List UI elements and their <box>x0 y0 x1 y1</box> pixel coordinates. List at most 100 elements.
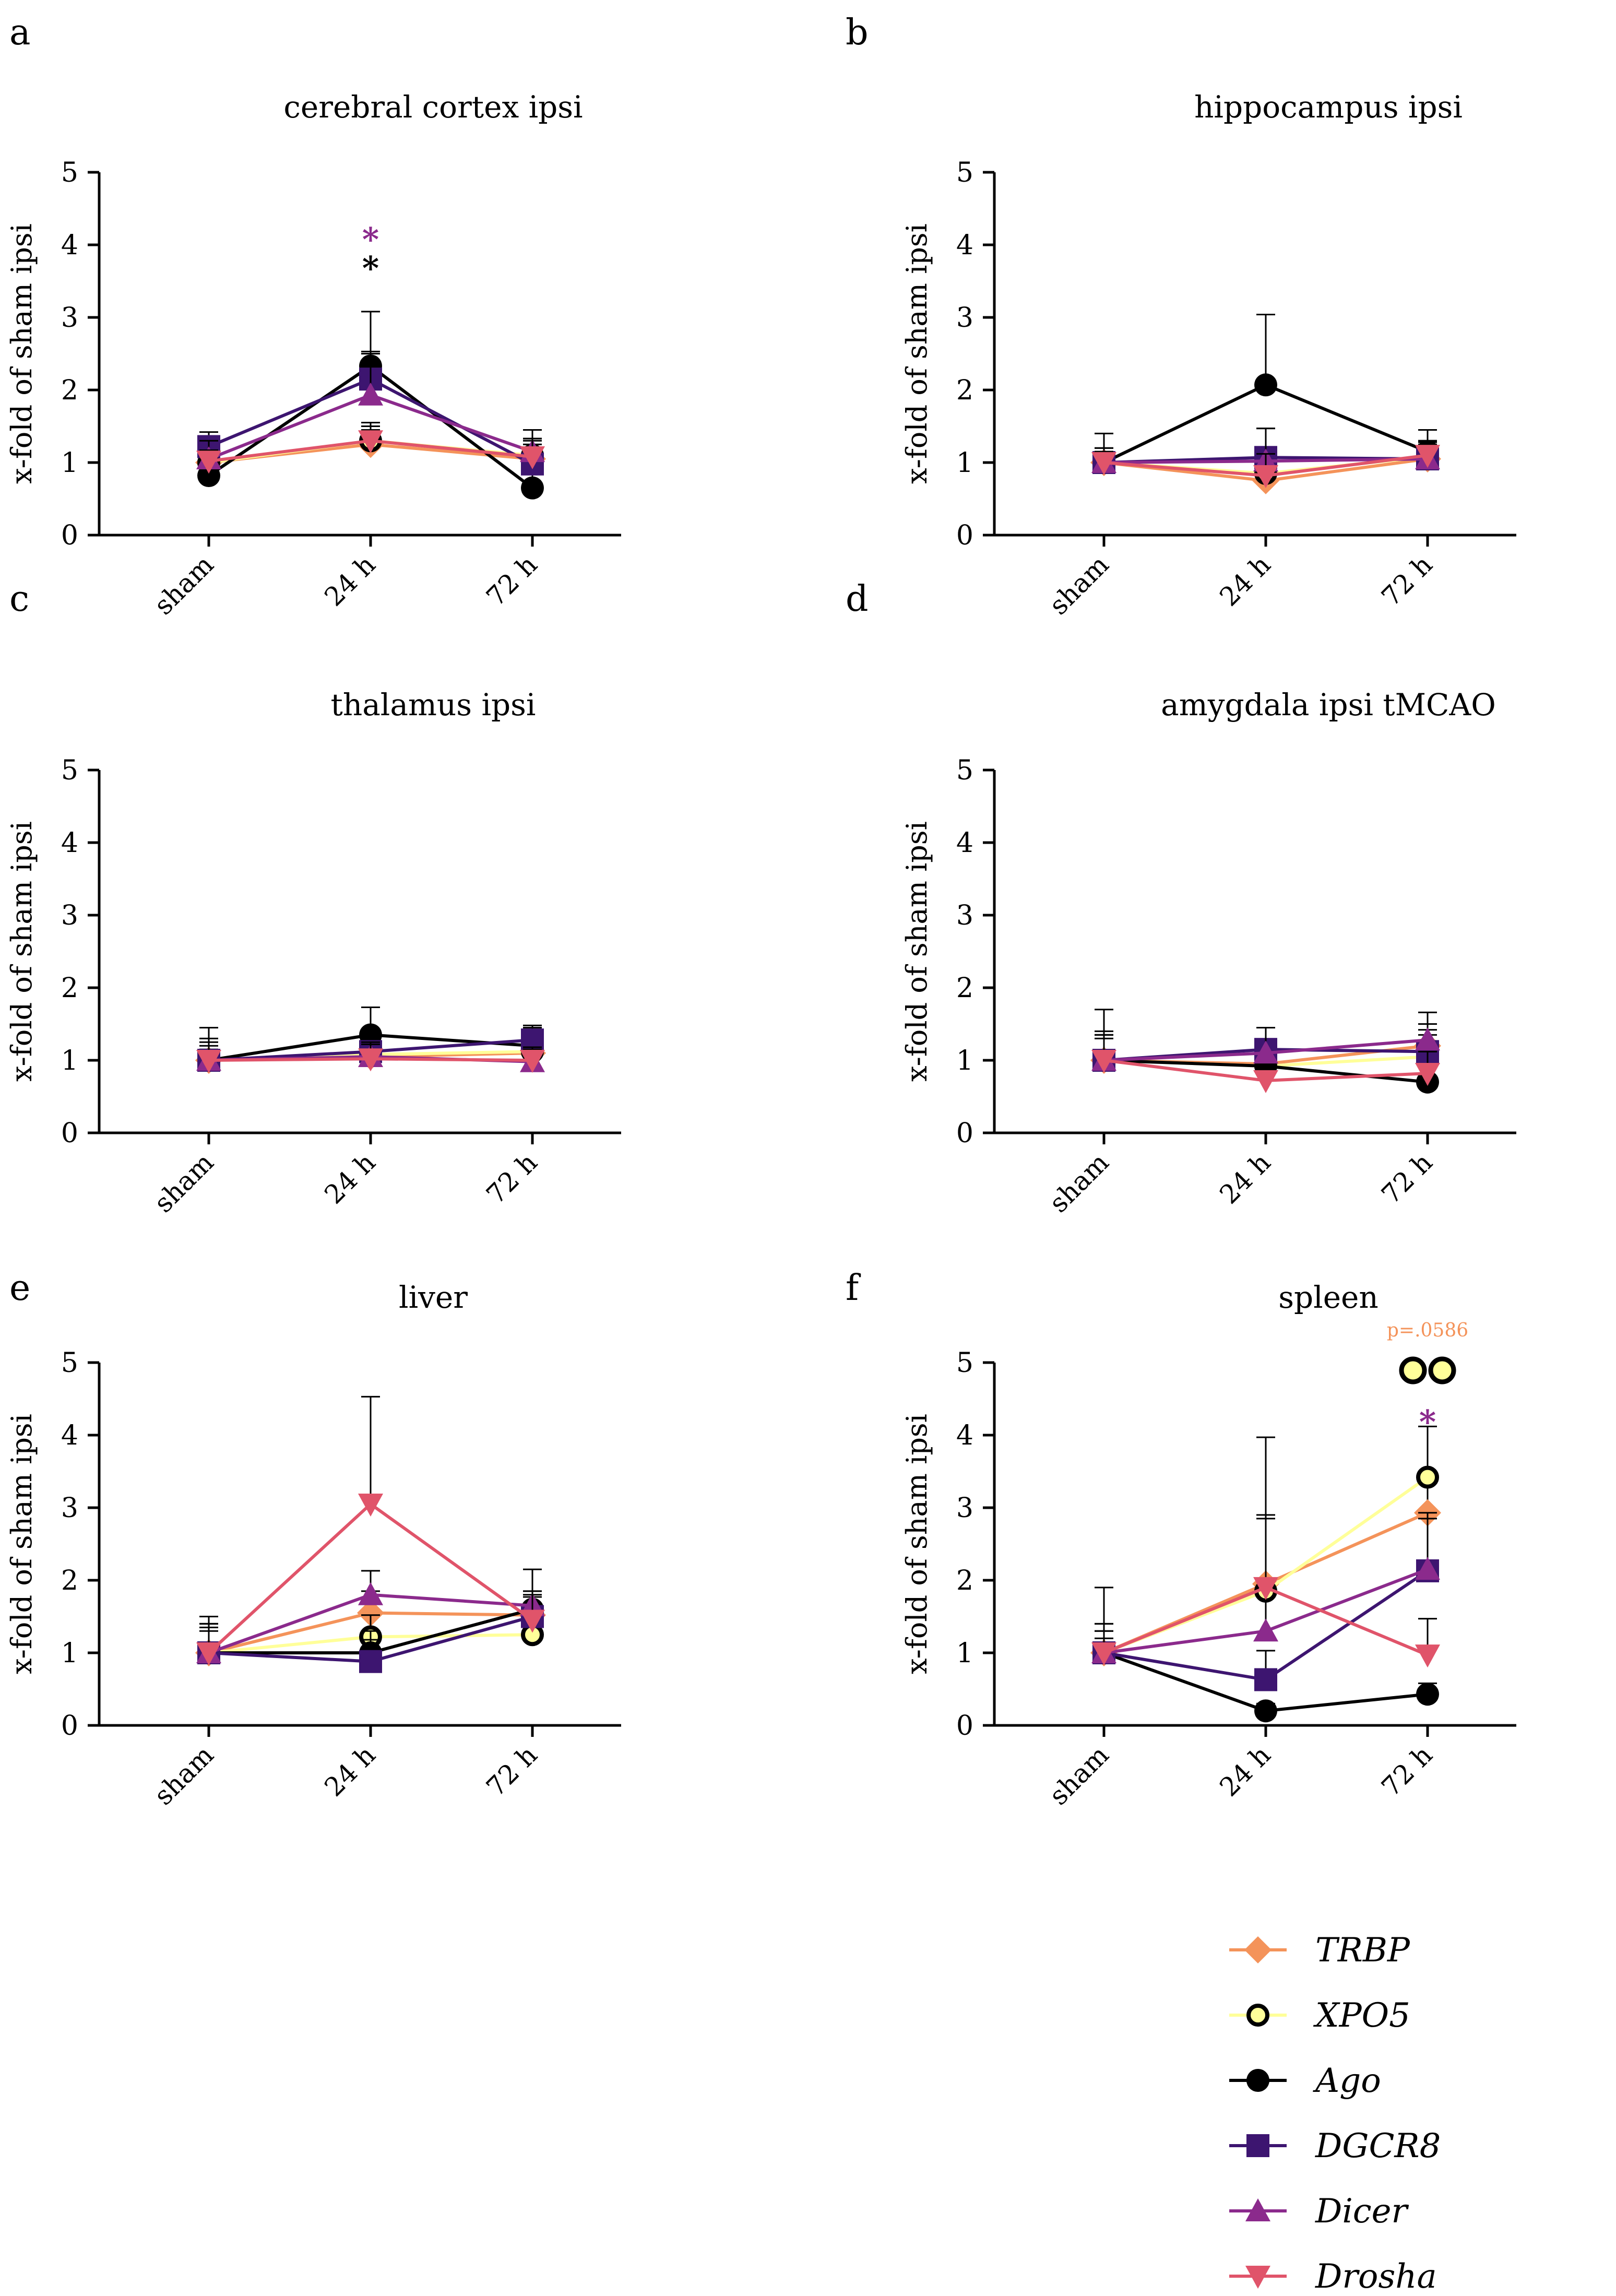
y-tick-label: 5 <box>956 157 973 188</box>
data-point <box>1254 373 1277 397</box>
x-tick-label: 24 h <box>318 1147 381 1210</box>
series-line <box>1103 1059 1266 1082</box>
panel-letter: d <box>846 578 869 620</box>
panel-e: e liver 0 1 2 3 4 5 x-fold of sham ipsi sham 24 h 7… <box>5 1268 621 1811</box>
y-tick-label: 3 <box>956 1493 973 1524</box>
series-line <box>370 439 533 458</box>
series-line <box>370 393 533 453</box>
series-drosha <box>196 422 545 474</box>
legend-label: XPO5 <box>1313 1996 1410 2035</box>
y-tick-label: 0 <box>956 520 973 551</box>
x-tick-label: sham <box>148 1739 220 1811</box>
x-tick-label: sham <box>1043 1147 1115 1218</box>
data-point <box>1091 452 1116 475</box>
data-point <box>1253 1070 1278 1093</box>
series-line <box>1103 1651 1267 1713</box>
series-ago <box>197 311 544 500</box>
series-line <box>208 1057 371 1062</box>
y-tick-label: 4 <box>61 1420 78 1451</box>
series-line <box>207 1502 372 1654</box>
y-tick-label: 3 <box>956 900 973 931</box>
series-line <box>1265 1476 1429 1593</box>
x-tick-label: 24 h <box>1214 1147 1276 1210</box>
legend-item-ago: Ago <box>1229 2062 1381 2100</box>
y-axis-label: x-fold of sham ipsi <box>900 223 933 484</box>
data-point <box>1415 1557 1440 1580</box>
series-line <box>370 1038 533 1054</box>
y-tick-label: 1 <box>956 447 973 479</box>
data-point <box>359 1650 382 1673</box>
y-tick-label: 5 <box>61 157 78 188</box>
data-point <box>196 451 221 474</box>
data-point <box>1415 1027 1440 1051</box>
series-drosha <box>196 1043 545 1073</box>
series-line <box>1265 1569 1429 1681</box>
y-tick-label: 4 <box>61 230 78 261</box>
series-line <box>370 1633 533 1639</box>
data-point <box>520 446 545 469</box>
y-tick-label: 3 <box>61 900 78 931</box>
series-drosha <box>1091 1030 1440 1093</box>
y-tick-label: 0 <box>956 1710 973 1742</box>
x-tick-label: sham <box>148 1147 220 1218</box>
panel-title: cerebral cortex ipsi <box>283 89 583 125</box>
data-point <box>1254 1668 1277 1691</box>
x-tick-label: 72 h <box>480 1147 543 1210</box>
p-value-label: p=.0586 <box>1387 1320 1468 1341</box>
data-point <box>520 1609 545 1633</box>
legend-marker <box>1244 1936 1272 1963</box>
data-point <box>520 1050 545 1073</box>
y-tick-label: 5 <box>61 1347 78 1379</box>
series-drosha <box>1091 1514 1440 1668</box>
data-point <box>358 1582 383 1605</box>
x-tick-label: 24 h <box>318 549 381 612</box>
series-line <box>1265 1044 1428 1066</box>
series-line <box>208 1033 371 1062</box>
y-tick-label: 3 <box>61 302 78 334</box>
y-axis-label: x-fold of sham ipsi <box>900 1414 933 1674</box>
series-line <box>370 1615 533 1663</box>
panel-title: hippocampus ipsi <box>1194 89 1463 125</box>
x-tick-label: sham <box>1043 549 1115 621</box>
panel-d: d amygdala ipsi tMCAO 0 1 2 3 4 5 x-fold of sham… <box>846 578 1516 1218</box>
y-tick-label: 1 <box>61 1638 78 1669</box>
legend-marker <box>1245 2198 1270 2221</box>
series-line <box>208 1651 371 1663</box>
legend-marker <box>1245 2266 1270 2289</box>
series-dicer <box>1091 1011 1440 1071</box>
panel-title: spleen <box>1278 1280 1378 1315</box>
series-drosha <box>1091 440 1440 489</box>
significance-star: * <box>362 249 379 287</box>
series-line <box>1265 454 1428 477</box>
legend-label: Dicer <box>1315 2192 1409 2231</box>
y-tick-label: 0 <box>61 1710 78 1742</box>
data-point <box>1253 465 1278 489</box>
y-tick-label: 2 <box>61 375 78 406</box>
panel-f: f spleen 0 1 2 3 4 5 x-fold of sham ipsi sham 24 h… <box>846 1268 1516 1811</box>
y-tick-label: 5 <box>956 755 973 786</box>
panel-title: amygdala ipsi tMCAO <box>1161 687 1496 723</box>
series-line <box>370 1050 533 1056</box>
data-point <box>1254 1699 1277 1723</box>
series-line <box>370 1057 533 1062</box>
data-point <box>1091 1050 1116 1073</box>
series-line <box>1265 1072 1428 1082</box>
legend-label: Ago <box>1313 2062 1381 2100</box>
y-tick-label: 2 <box>956 1565 973 1596</box>
data-point <box>1415 1644 1440 1668</box>
legend-item-trbp: TRBP <box>1229 1931 1410 1970</box>
series-line <box>1103 383 1267 464</box>
y-tick-label: 1 <box>956 1638 973 1669</box>
legend-marker <box>1246 2069 1269 2092</box>
y-tick-label: 3 <box>61 1493 78 1524</box>
series-line <box>1265 457 1428 482</box>
series-line <box>208 439 371 463</box>
series-line <box>1265 1064 1428 1084</box>
legend-item-drosha: Drosha <box>1229 2257 1437 2296</box>
series-line <box>208 1611 371 1654</box>
legend-item-xpo5: XPO5 <box>1229 1996 1410 2035</box>
x-tick-label: 72 h <box>1375 1739 1438 1802</box>
y-tick-label: 3 <box>956 302 973 334</box>
series-line <box>370 1502 533 1622</box>
data-point <box>1253 1577 1278 1600</box>
